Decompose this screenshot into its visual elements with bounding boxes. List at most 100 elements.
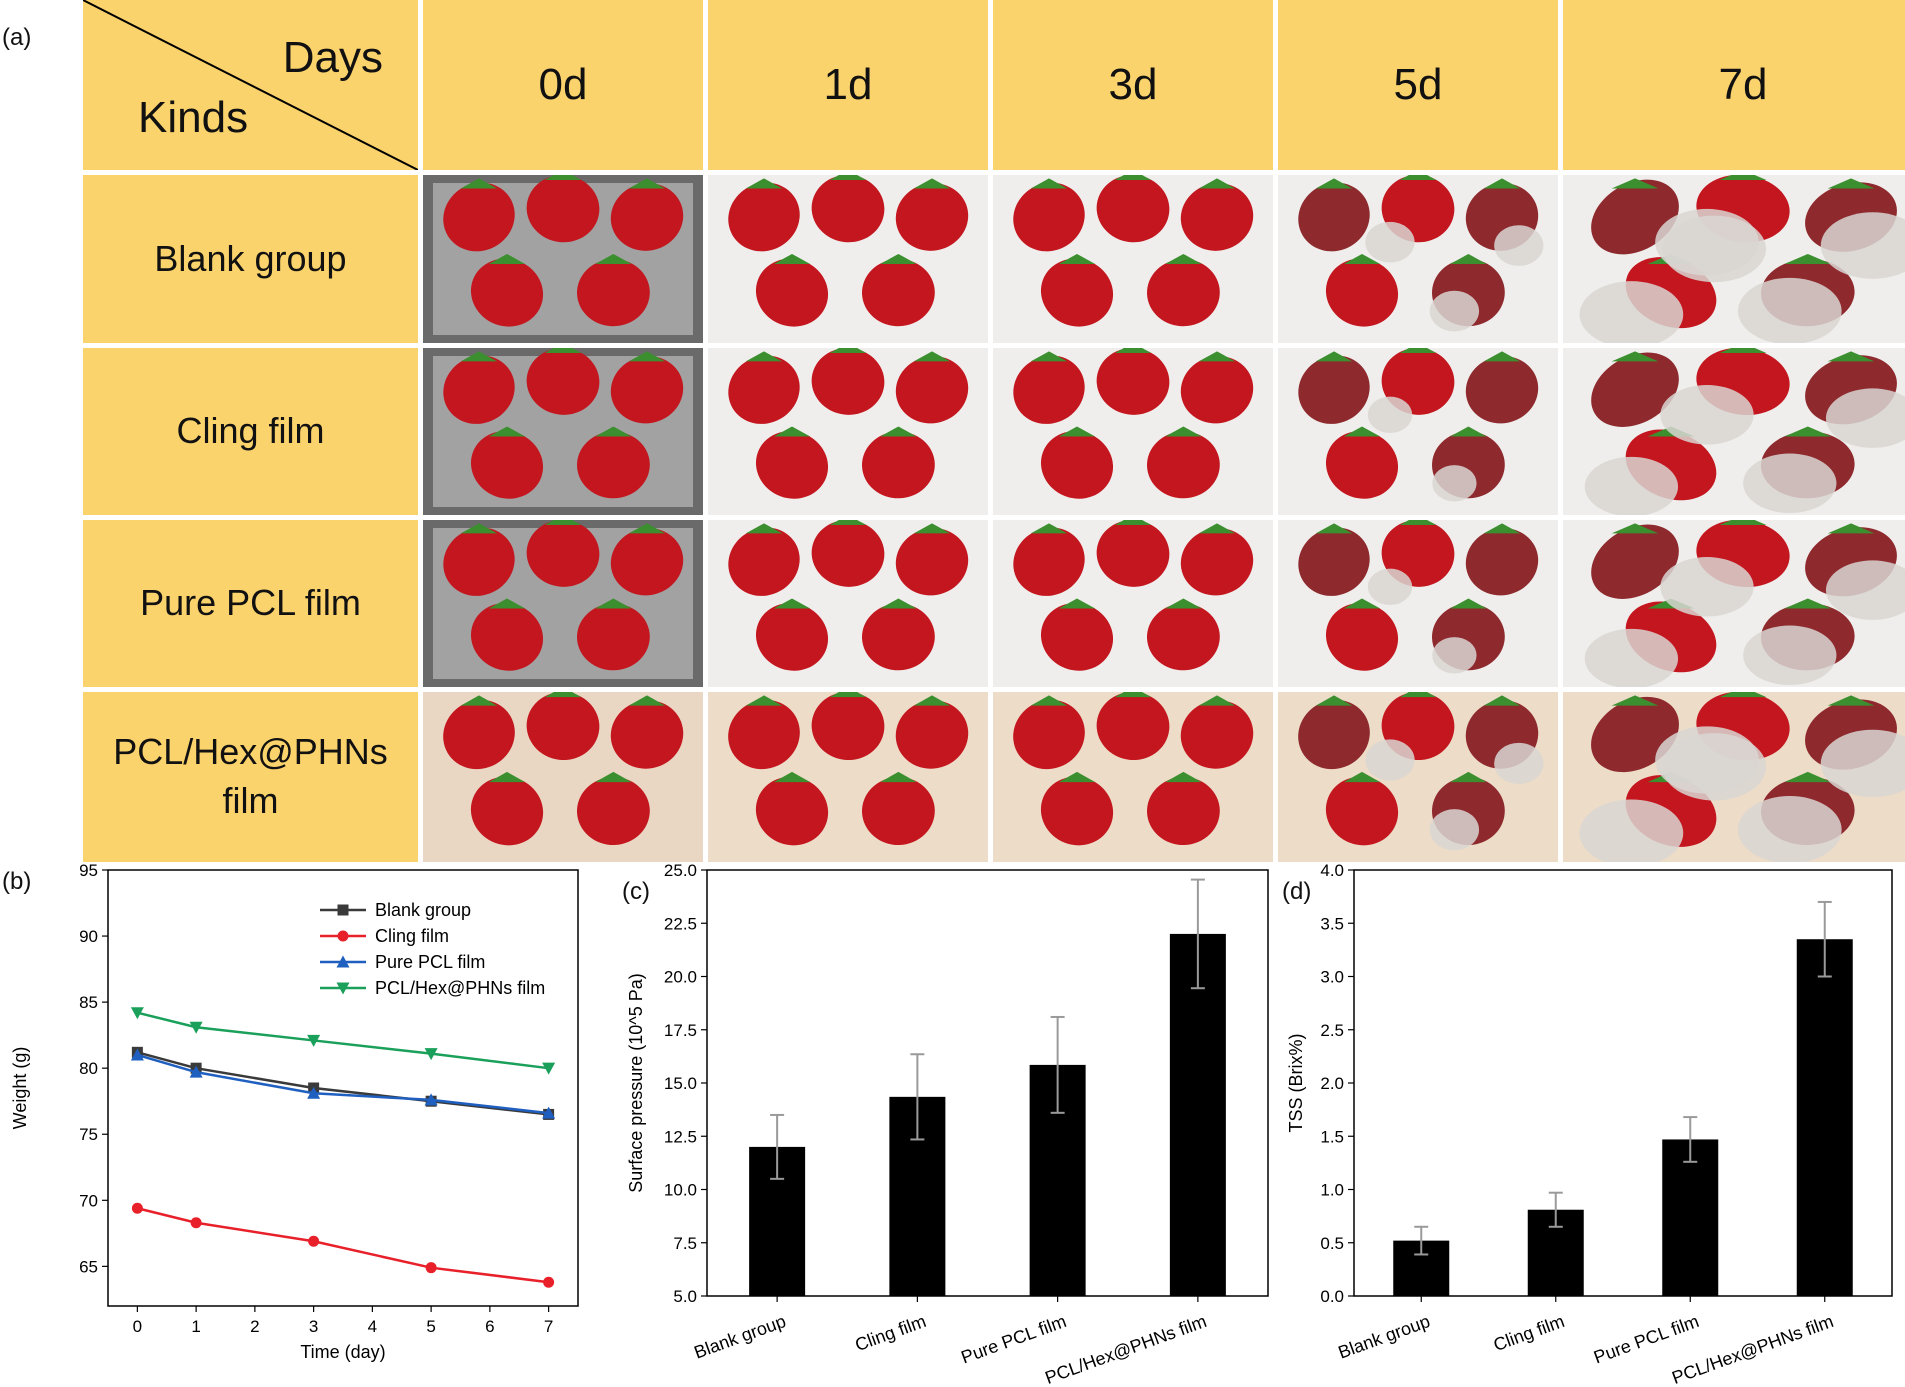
strawberry-leaves: [1827, 351, 1875, 362]
strawberry-photo-illustration: [1563, 692, 1905, 862]
strawberry-leaves: [544, 348, 582, 354]
y-tick-label: 2.0: [1320, 1074, 1344, 1093]
y-tick-label: 10.0: [664, 1181, 697, 1200]
strawberry-leaves: [773, 253, 811, 265]
strawberry: [1298, 527, 1370, 596]
strawberry: [470, 603, 544, 671]
photo-cling-film-7d: [1563, 348, 1905, 515]
strawberry: [811, 692, 885, 761]
strawberry: [1465, 356, 1539, 424]
photo-pcl-hex-phns-film-7d: [1563, 692, 1905, 862]
strawberry-leaves: [829, 692, 867, 698]
data-point-pure-pcl-film: [542, 1106, 556, 1119]
legend-label-blank-group: Blank group: [375, 900, 471, 920]
kind-label-pcl-hex-phns-film: PCL/Hex@PHNs film: [83, 692, 418, 862]
strawberry: [728, 527, 800, 596]
y-tick-label: 25.0: [664, 861, 697, 880]
strawberry: [526, 692, 600, 761]
strawberry: [1147, 603, 1220, 671]
y-tick-label: 3.5: [1320, 914, 1344, 933]
mold-patch: [1660, 557, 1754, 617]
strawberry-leaves: [595, 253, 632, 265]
strawberry: [577, 258, 650, 327]
strawberry: [1040, 776, 1114, 846]
strawberry-leaves: [1198, 178, 1236, 189]
data-point-pure-pcl-film: [307, 1086, 321, 1099]
x-tick-label: 2: [250, 1317, 259, 1336]
days-corner-label: Days: [283, 33, 383, 82]
strawberry-leaves: [829, 348, 867, 354]
strawberry-leaves: [1165, 426, 1202, 437]
kind-label-blank-group: Blank group: [83, 175, 418, 343]
x-tick-label-cling-film: Cling film: [1491, 1311, 1567, 1355]
strawberry-photo-illustration: [423, 520, 703, 687]
strawberry-leaves: [460, 695, 498, 706]
y-tick-label: 1.0: [1320, 1181, 1344, 1200]
strawberry-leaves: [1450, 426, 1487, 437]
strawberry: [1096, 692, 1170, 761]
x-tick-label-pure-pcl-film: Pure PCL film: [958, 1311, 1069, 1368]
y-tick-label: 85: [79, 993, 98, 1012]
strawberry-leaves: [460, 523, 498, 534]
strawberry-leaves: [1611, 695, 1659, 706]
photo-blank-group-7d: [1563, 175, 1905, 343]
strawberry-leaves: [488, 426, 526, 437]
strawberry: [895, 356, 969, 424]
strawberry: [862, 431, 935, 499]
strawberry-photo-illustration: [1278, 520, 1558, 687]
strawberry: [526, 348, 600, 415]
strawberry: [1298, 699, 1370, 770]
strawberry-leaves: [1719, 692, 1767, 698]
photo-pcl-hex-phns-film-5d: [1278, 692, 1558, 862]
mold-patch: [1365, 739, 1415, 781]
data-point-pcl-hex-phns-film: [542, 1062, 556, 1075]
strawberry-leaves: [1827, 695, 1875, 706]
strawberry-leaves: [1030, 695, 1068, 706]
day-header-3d: 3d: [993, 0, 1273, 170]
photo-pure-pcl-film-1d: [708, 520, 988, 687]
panel-a-label: (a): [2, 24, 32, 51]
x-tick-label: 4: [368, 1317, 377, 1336]
photo-cling-film-3d: [993, 348, 1273, 515]
photo-pcl-hex-phns-film-3d: [993, 692, 1273, 862]
strawberry: [728, 182, 800, 252]
y-tick-label: 22.5: [664, 914, 697, 933]
mold-patch: [1825, 388, 1905, 448]
strawberry: [1013, 699, 1085, 770]
legend-marker-blank-group: [337, 904, 349, 916]
strawberry-leaves: [1399, 175, 1437, 181]
photo-cling-film-0d: [423, 348, 703, 515]
strawberry-leaves: [1399, 692, 1437, 698]
strawberry-photo-illustration: [1278, 348, 1558, 515]
photo-cling-film-5d: [1278, 348, 1558, 515]
strawberry-leaves: [1058, 598, 1096, 609]
strawberry-leaves: [773, 771, 811, 783]
strawberry-leaves: [1343, 771, 1381, 783]
legend-label-pcl-hex-phns-film: PCL/Hex@PHNs film: [375, 978, 545, 998]
y-tick-label: 90: [79, 927, 98, 946]
strawberry-leaves: [595, 771, 632, 783]
strawberry-leaves: [595, 598, 632, 609]
strawberry: [1325, 603, 1399, 671]
strawberry: [443, 699, 515, 770]
data-point-cling-film: [543, 1276, 555, 1288]
strawberry-photo-illustration: [708, 692, 988, 862]
mold-patch: [1429, 290, 1480, 332]
strawberry: [1180, 528, 1254, 596]
strawberry-leaves: [628, 523, 666, 534]
strawberry-leaves: [1611, 523, 1659, 534]
strawberry: [755, 258, 829, 327]
strawberry-leaves: [1030, 178, 1068, 189]
strawberry: [443, 182, 515, 252]
photo-pcl-hex-phns-film-0d: [423, 692, 703, 862]
strawberry-leaves: [1315, 178, 1353, 189]
strawberry-leaves: [1611, 178, 1659, 189]
y-axis-label: Surface pressure (10^5 Pa): [626, 973, 646, 1193]
mold-patch: [1660, 385, 1754, 445]
mold-patch: [1820, 729, 1905, 798]
strawberry-leaves: [829, 175, 867, 181]
strawberry-leaves: [1611, 351, 1659, 362]
day-header-7d: 7d: [1563, 0, 1905, 170]
strawberry-photo-illustration: [993, 348, 1273, 515]
corner-cell: Days Kinds: [83, 0, 418, 170]
